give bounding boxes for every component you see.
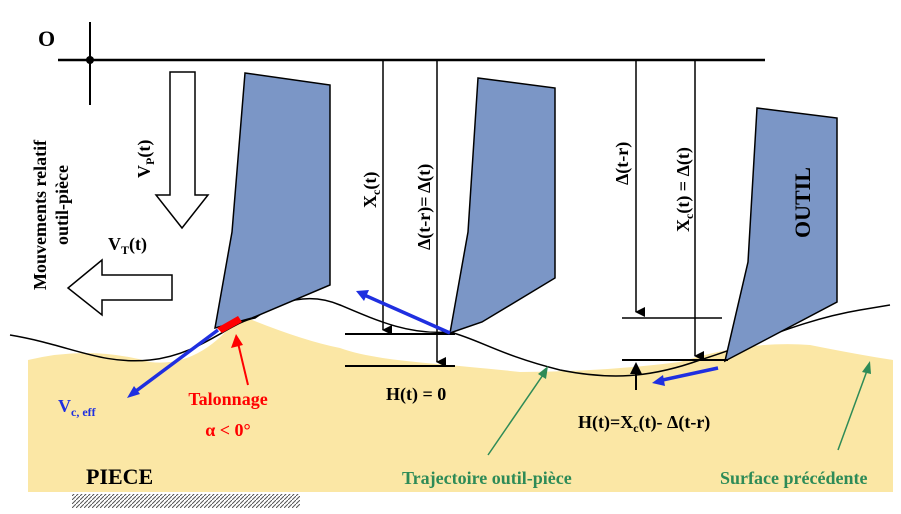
- vp-label: VP(t): [134, 140, 157, 178]
- vc-eff-label: Vc, eff: [58, 396, 97, 419]
- tool-3: [723, 107, 838, 363]
- talonnage-contact: [217, 316, 242, 333]
- talonnage-label: Talonnage: [188, 389, 267, 409]
- talonnage-pointer: [237, 342, 249, 386]
- outil-label: OUTIL: [790, 167, 815, 238]
- origin-point: [86, 56, 94, 64]
- h-formula-label: H(t)=Xc(t)- Δ(t-r): [578, 412, 710, 435]
- relative-motions-label-line1: Mouvements relatif: [30, 139, 50, 290]
- tool-1: [214, 72, 331, 330]
- h-zero-label: H(t) = 0: [386, 384, 446, 405]
- trajectoire-pointer: [487, 371, 546, 456]
- delta-tr-label: Δ(t-r): [612, 142, 633, 185]
- xc-equality-label: Xc(t) = Δ(t): [673, 147, 696, 232]
- piece-label: PIECE: [86, 464, 153, 489]
- trajectoire-label: Trajectoire outil-pièce: [402, 468, 572, 488]
- vc-vector-2: [361, 292, 451, 335]
- vc-vector-3: [657, 366, 719, 383]
- vt-label: VT(t): [108, 234, 147, 257]
- vp-arrow: [154, 71, 210, 230]
- h-up-arrowhead: [630, 362, 642, 374]
- vt-arrow: [66, 258, 173, 317]
- surface-pointer: [837, 367, 869, 451]
- surface-arrowhead: [862, 361, 871, 374]
- tool-2: [449, 77, 556, 335]
- hatched-base: [72, 494, 300, 508]
- alpha-label: α < 0°: [205, 420, 251, 440]
- xc-label: Xc(t): [360, 172, 383, 208]
- surface-label: Surface précédente: [720, 468, 867, 488]
- workpiece-region: [28, 315, 893, 492]
- vc-vector-3-arrowhead: [652, 375, 665, 386]
- talonnage-arrowhead: [231, 334, 243, 348]
- vc-eff-arrowhead: [127, 386, 140, 398]
- trajectoire-arrowhead: [538, 366, 548, 379]
- origin-label: O: [38, 26, 55, 51]
- relative-motions-label-line2: outil-pièce: [52, 165, 72, 245]
- vc-vector-2-arrowhead: [356, 290, 369, 301]
- delta-equality-label: Δ(t-r)= Δ(t): [414, 164, 435, 250]
- vc-eff-vector: [130, 328, 220, 396]
